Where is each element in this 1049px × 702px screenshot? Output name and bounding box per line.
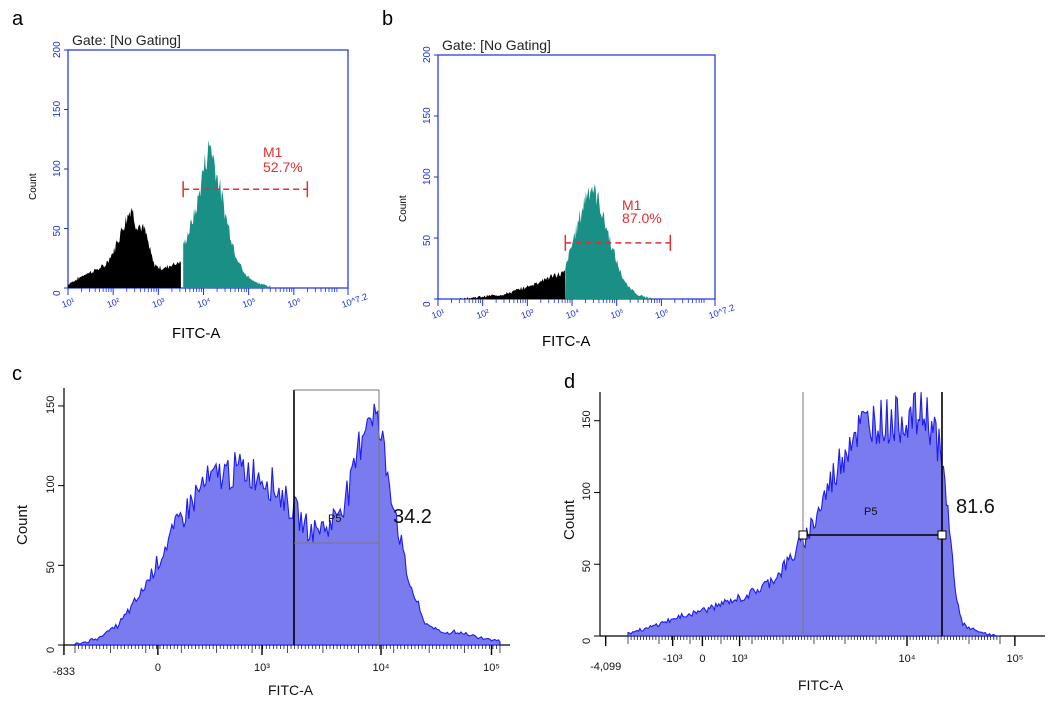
marker-name-a: M1 (263, 144, 283, 160)
panel-a: Gate: [No Gating] 0 50 100 150 200 10¹ 10² 10³… (28, 32, 369, 342)
y-ticks-d: 0 50 100 150 (581, 410, 600, 644)
y-tick-label-a: 100 (52, 160, 63, 177)
gate-name-d: P5 (864, 506, 877, 518)
y-axis-label-a: Count (28, 173, 39, 200)
x-axis-label-a: FITC-A (172, 325, 220, 342)
gate-handle-right-d[interactable] (937, 530, 947, 540)
histogram-series-c (74, 403, 501, 646)
panel-b: Gate: [No Gating] 0 50 100 150 200 10¹ 10² 10³… (398, 37, 736, 350)
gate-label-b: Gate: [No Gating] (442, 37, 551, 53)
gate-name-c: P5 (328, 513, 341, 525)
histogram-series-b-teal (565, 183, 653, 299)
y-tick-label-a: 0 (52, 290, 63, 296)
x-axis-label-b: FITC-A (542, 333, 590, 350)
y-tick-label-c: 0 (45, 647, 57, 653)
x-tick-label-b: 10⁴ (564, 307, 581, 321)
x-tick-label-b: 10¹ (430, 307, 446, 321)
y-tick-label-d: 0 (581, 638, 593, 644)
x-tick-label-a: 10⁵ (241, 296, 258, 310)
panel-letter-a: a (12, 8, 24, 30)
histogram-series-d (627, 391, 1000, 637)
y-tick-label-c: 50 (45, 561, 57, 573)
panel-letter-d: d (564, 371, 575, 393)
y-tick-label-a: 150 (52, 100, 63, 117)
x-tick-label-a: 10³ (151, 296, 167, 310)
x-tick-label-d: 10⁵ (1006, 653, 1023, 665)
y-tick-label-a: 200 (52, 41, 63, 58)
x-ticks-a: 10¹ 10² 10³ 10⁴ 10⁵ 10⁶ 10^7.2 (60, 288, 369, 310)
x-tick-label-d: -4,099 (590, 661, 621, 673)
x-tick-label-a: 10² (105, 296, 121, 310)
x-tick-label-a: 10¹ (60, 296, 76, 310)
y-tick-label-b: 0 (422, 301, 433, 307)
y-tick-label-c: 150 (45, 396, 57, 414)
gate-label-a: Gate: [No Gating] (72, 32, 181, 48)
x-tick-label-d: 10⁴ (899, 653, 916, 665)
x-tick-label-c: 10⁵ (483, 662, 500, 674)
y-tick-label-b: 200 (422, 46, 433, 63)
histogram-series-a-black (68, 207, 181, 288)
x-axis-label-c: FITC-A (268, 682, 314, 698)
gate-handle-left-d[interactable] (798, 530, 808, 540)
y-tick-label-b: 150 (422, 107, 433, 124)
x-tick-label-c: 10⁴ (373, 662, 390, 674)
x-axis-label-d: FITC-A (798, 677, 844, 693)
y-ticks-c: 0 50 100 150 (45, 396, 64, 653)
y-tick-label-d: 100 (581, 482, 593, 500)
panel-c: P5 34.2 0 50 100 150 -833 0 10³ 10⁴ 10⁵ Count F… (14, 388, 510, 698)
x-ticks-d: -4,099 -10³ 0 10³ 10⁴ 10⁵ (590, 636, 1023, 673)
x-tick-label-b: 10^7.2 (707, 302, 736, 321)
y-tick-label-a: 50 (52, 225, 63, 237)
y-tick-label-b: 100 (422, 168, 433, 185)
y-ticks-b: 0 50 100 150 200 (422, 46, 438, 307)
marker-name-b: M1 (622, 197, 642, 213)
histogram-a (68, 140, 272, 288)
y-tick-label-b: 50 (422, 234, 433, 246)
histogram-b (460, 183, 653, 299)
x-ticks-c: -833 0 10³ 10⁴ 10⁵ (53, 645, 501, 678)
x-tick-label-c: 0 (155, 662, 161, 674)
y-tick-label-c: 100 (45, 475, 57, 493)
x-tick-label-a: 10⁶ (286, 296, 303, 310)
x-tick-label-b: 10³ (520, 307, 536, 321)
x-tick-label-c: 10³ (254, 662, 270, 674)
y-axis-label-b: Count (398, 195, 409, 222)
marker-value-a: 52.7% (263, 159, 303, 175)
x-tick-label-a: 10⁴ (196, 296, 213, 310)
histogram-d (627, 391, 1000, 637)
x-tick-label-b: 10² (475, 307, 491, 321)
histogram-series-a-teal (183, 140, 272, 288)
y-tick-label-d: 150 (581, 410, 593, 428)
histogram-series-b-black (460, 270, 566, 299)
panel-d: P5 81.6 0 50 100 150 -4,099 -10³ 0 10³ 10⁴ 10⁵ C… (561, 391, 1045, 693)
x-ticks-b: 10¹ 10² 10³ 10⁴ 10⁵ 10⁶ 10^7.2 (430, 299, 736, 321)
marker-value-b: 87.0% (622, 210, 662, 226)
x-tick-label-d: 0 (699, 653, 705, 665)
y-axis-label-d: Count (561, 499, 578, 540)
gate-value-c: 34.2 (393, 506, 432, 528)
panel-letter-c: c (12, 363, 22, 385)
gate-value-d: 81.6 (956, 496, 995, 518)
x-tick-label-c: -833 (53, 666, 75, 678)
x-tick-label-b: 10⁶ (654, 307, 671, 321)
y-tick-label-d: 50 (581, 560, 593, 572)
x-tick-label-d: 10³ (732, 653, 748, 665)
x-tick-label-d: -10³ (663, 653, 683, 665)
panel-letter-b: b (382, 8, 393, 30)
y-ticks-a: 0 50 100 150 200 (52, 41, 68, 296)
x-tick-label-a: 10^7.2 (340, 291, 369, 310)
y-axis-label-c: Count (14, 504, 31, 545)
x-tick-label-b: 10⁵ (609, 307, 626, 321)
histogram-c (74, 403, 501, 646)
